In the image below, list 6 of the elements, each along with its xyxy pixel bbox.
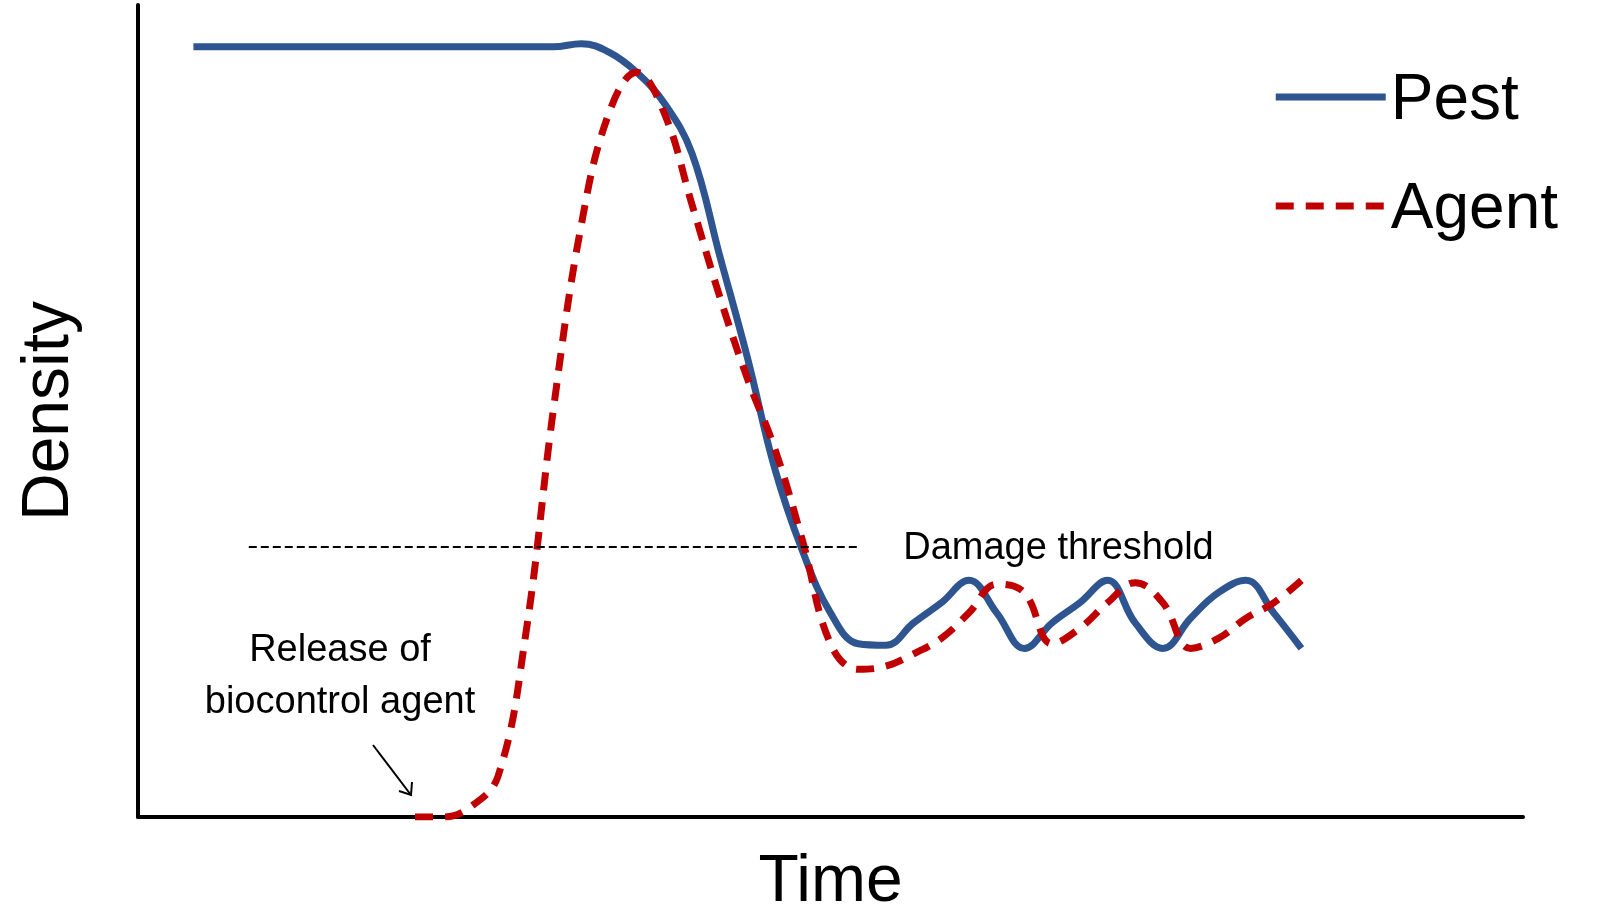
- legend-label: Pest: [1390, 61, 1520, 133]
- annotation: Release of biocontrol agent: [204, 626, 476, 723]
- y-axis-title: Density: [8, 300, 82, 522]
- legend-label: Agent: [1390, 170, 1559, 242]
- x-axis-title: Time: [758, 841, 903, 915]
- ref-line-label: Damage threshold: [903, 525, 1214, 568]
